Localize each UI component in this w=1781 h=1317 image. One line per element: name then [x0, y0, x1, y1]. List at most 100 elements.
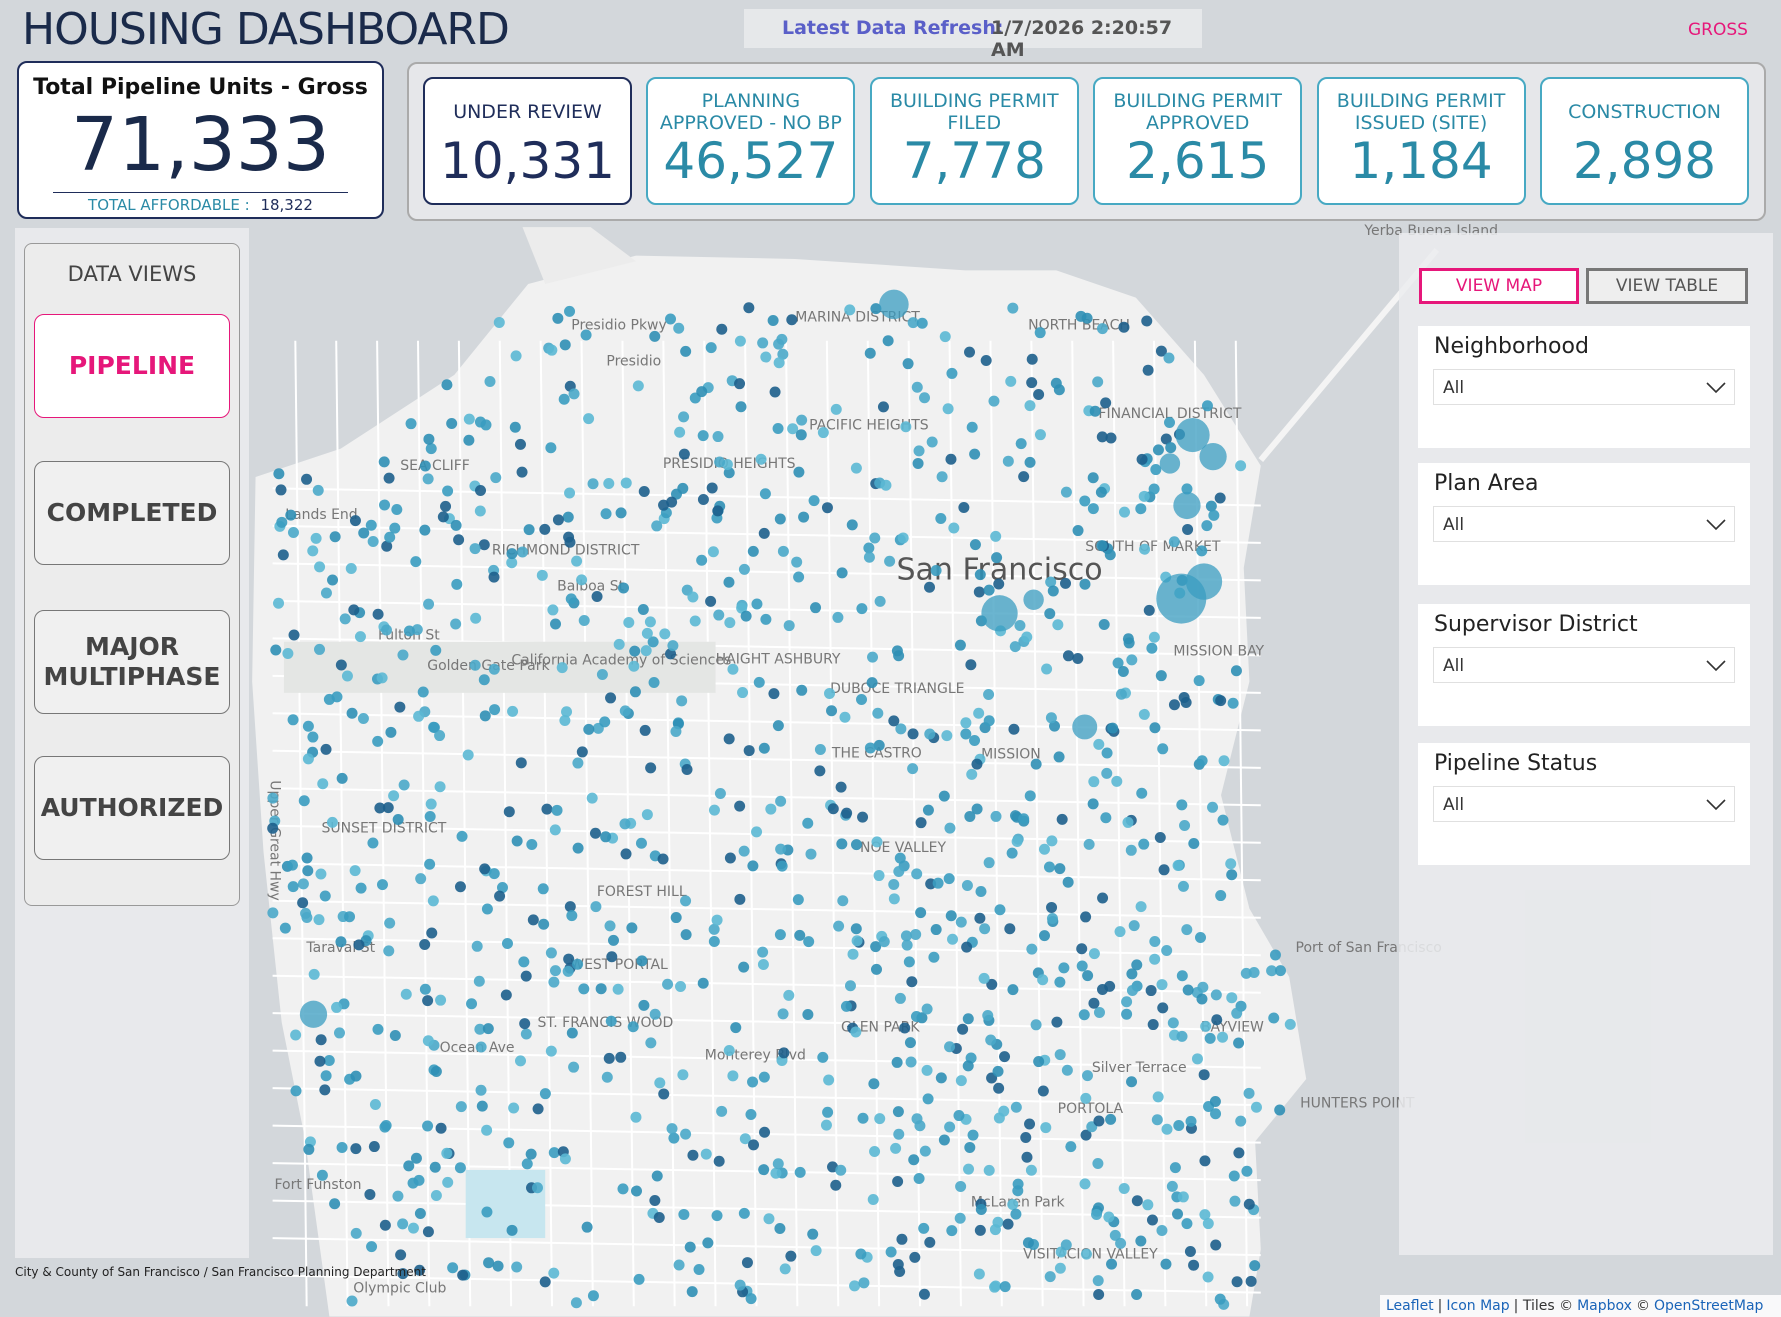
- project-dot: [808, 495, 820, 507]
- stage-card: BUILDING PERMIT APPROVED 2,615: [1093, 77, 1303, 205]
- project-dot: [549, 965, 561, 977]
- project-dot: [372, 1023, 384, 1035]
- project-dot: [1199, 1209, 1211, 1221]
- project-dot: [1018, 813, 1030, 825]
- project-dot: [1161, 944, 1173, 956]
- project-dot: [975, 1204, 987, 1216]
- affordable-value: 18,322: [260, 196, 313, 214]
- project-dot: [1060, 577, 1072, 589]
- project-dot: [1177, 880, 1189, 892]
- project-dot: [566, 910, 578, 922]
- project-dot: [1146, 1214, 1158, 1226]
- filter-dropdown[interactable]: All: [1433, 786, 1735, 822]
- project-dot: [882, 335, 894, 347]
- project-dot: [1052, 619, 1064, 631]
- project-dot: [1148, 631, 1160, 643]
- data-view-button[interactable]: PIPELINE: [34, 314, 230, 418]
- project-dot: [988, 395, 1000, 407]
- project-dot: [723, 733, 735, 745]
- project-dot: [835, 781, 847, 793]
- attribution-link[interactable]: Icon Map: [1446, 1298, 1510, 1314]
- project-dot: [282, 647, 294, 659]
- project-dot: [738, 563, 750, 575]
- attribution-link[interactable]: Mapbox: [1577, 1298, 1632, 1314]
- project-dot: [910, 1010, 922, 1022]
- project-dot: [1125, 844, 1137, 856]
- project-dot: [1060, 1239, 1072, 1251]
- attribution-link[interactable]: Leaflet: [1386, 1298, 1434, 1314]
- filter-dropdown[interactable]: All: [1433, 647, 1735, 683]
- project-dot: [450, 618, 462, 630]
- project-dot: [1020, 1131, 1032, 1143]
- project-dot: [803, 936, 815, 948]
- project-dot: [279, 922, 291, 934]
- project-dot: [713, 1155, 725, 1167]
- filter-dropdown[interactable]: All: [1433, 369, 1735, 405]
- project-dot: [1148, 483, 1160, 495]
- project-dot: [973, 1268, 985, 1280]
- project-dot: [919, 1145, 931, 1157]
- project-dot: [757, 959, 769, 971]
- filter-card: Neighborhood All: [1418, 326, 1750, 448]
- project-dot: [787, 423, 799, 435]
- project-dot: [965, 659, 977, 671]
- data-view-button[interactable]: AUTHORIZED: [34, 756, 230, 860]
- project-dot: [772, 423, 784, 435]
- project-dot: [353, 939, 365, 951]
- project-dot: [392, 1190, 404, 1202]
- project-dot: [1056, 813, 1068, 825]
- view-button[interactable]: VIEW MAP: [1419, 268, 1579, 304]
- project-dot: [971, 758, 983, 770]
- project-dot: [298, 795, 310, 807]
- project-dot: [488, 663, 500, 675]
- project-dot: [962, 1013, 974, 1025]
- project-dot: [489, 704, 501, 716]
- data-views-panel: DATA VIEWS PIPELINE COMPLETED MAJOR MULTIP…: [24, 243, 240, 906]
- project-dot: [943, 873, 955, 885]
- data-view-button[interactable]: COMPLETED: [34, 461, 230, 565]
- project-dot: [1245, 1275, 1257, 1287]
- project-dot: [1138, 708, 1150, 720]
- project-dot: [821, 502, 833, 514]
- project-dot: [795, 429, 807, 441]
- project-dot: [1026, 943, 1038, 955]
- project-dot: [422, 473, 434, 485]
- project-dot: [817, 1051, 829, 1063]
- project-dot: [606, 951, 618, 963]
- project-dot: [906, 976, 918, 988]
- data-view-button[interactable]: MAJOR MULTIPHASE: [34, 610, 230, 714]
- project-dot: [1150, 464, 1162, 476]
- project-dot: [930, 924, 942, 936]
- project-dot: [708, 923, 720, 935]
- project-dot: [921, 1003, 933, 1015]
- project-dot: [922, 804, 934, 816]
- project-dot: [1045, 576, 1057, 588]
- project-dot: [641, 627, 653, 639]
- project-dot: [1149, 722, 1161, 734]
- attribution-link[interactable]: OpenStreetMap: [1653, 1298, 1764, 1314]
- project-dot: [1269, 949, 1281, 961]
- project-dot: [770, 1167, 782, 1179]
- project-dot: [739, 1133, 751, 1145]
- project-dot: [441, 379, 453, 391]
- filter-dropdown[interactable]: All: [1433, 506, 1735, 542]
- project-dot: [985, 1034, 997, 1046]
- project-dot: [1092, 376, 1104, 388]
- project-dot: [290, 1085, 302, 1097]
- project-dot: [674, 426, 686, 438]
- project-dot: [469, 543, 481, 555]
- project-dot: [758, 1164, 770, 1176]
- view-button[interactable]: VIEW TABLE: [1586, 268, 1748, 304]
- project-dot: [474, 416, 486, 428]
- project-dot: [1225, 858, 1237, 870]
- project-dot: [909, 1251, 921, 1263]
- stage-value: 7,778: [902, 132, 1046, 190]
- project-dot: [301, 473, 313, 485]
- project-dot: [1172, 1208, 1184, 1220]
- project-dot: [747, 860, 759, 872]
- project-dot: [1046, 901, 1058, 913]
- project-dot: [1214, 1293, 1226, 1305]
- project-dot: [632, 380, 644, 392]
- project-dot: [1196, 993, 1208, 1005]
